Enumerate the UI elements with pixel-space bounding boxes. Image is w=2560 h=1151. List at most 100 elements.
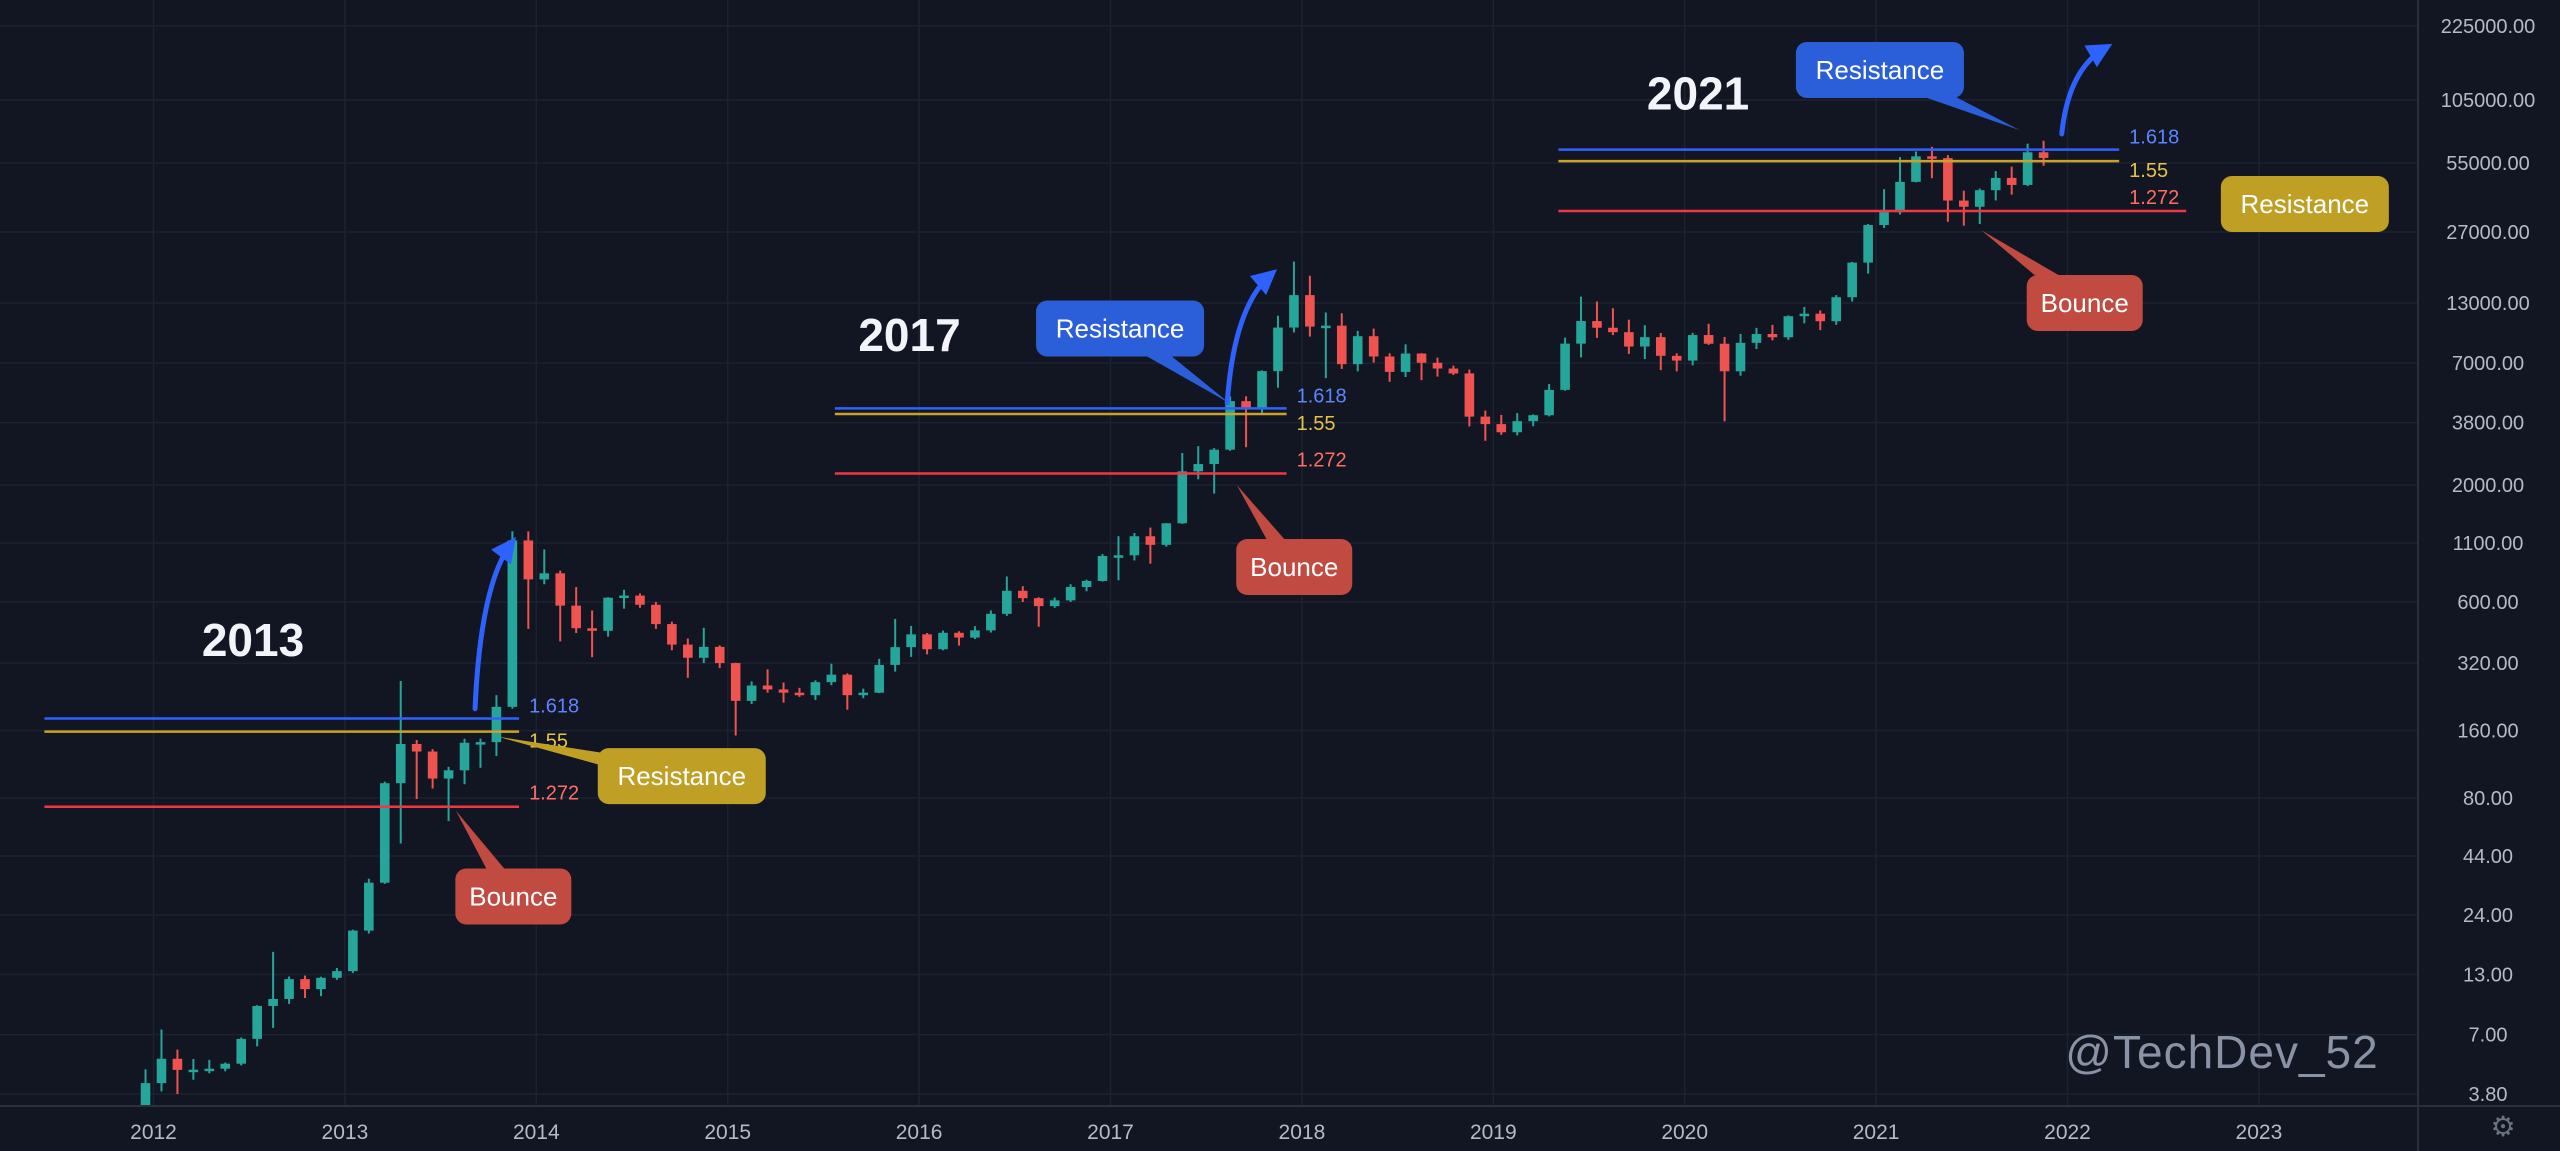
candle-body: [1257, 371, 1267, 410]
price-axis-label: 2000.00: [2452, 475, 2524, 497]
candle-body: [1129, 536, 1140, 556]
candle-body: [1863, 225, 1873, 263]
candle-body: [746, 685, 757, 701]
candle-body: [1974, 190, 1985, 207]
candle-body: [1895, 181, 1905, 213]
year-annotation: 2017: [858, 309, 960, 361]
candle-body: [1671, 355, 1682, 361]
candle-body: [1464, 373, 1475, 417]
callout-label: Resistance: [1056, 314, 1185, 344]
time-axis-label: 2023: [2236, 1121, 2283, 1144]
year-annotations: 2013 2017 2021: [202, 68, 1749, 666]
candle-body: [1448, 368, 1459, 374]
arrows[interactable]: [472, 43, 2113, 712]
candle-body: [906, 634, 916, 648]
callout-box[interactable]: [2026, 275, 2143, 332]
time-axis-label: 2020: [1661, 1121, 1708, 1144]
callout-red-bounce[interactable]: Bounce: [1236, 484, 1353, 595]
candle-body: [1767, 334, 1778, 338]
callout-label: Bounce: [1250, 552, 1338, 582]
candle-body: [1273, 327, 1283, 372]
candle-body: [1544, 389, 1554, 416]
candle-body: [1002, 590, 1012, 614]
callout-red-bounce[interactable]: Bounce: [455, 810, 572, 925]
candle-body: [188, 1069, 199, 1073]
candle-body: [1145, 536, 1156, 545]
candle-body: [443, 770, 454, 779]
candle-body: [1049, 600, 1060, 607]
callout-label: Bounce: [2041, 288, 2129, 318]
callout-box[interactable]: [1236, 538, 1353, 595]
candle-body: [730, 663, 741, 701]
candle-body: [204, 1068, 215, 1072]
candle-body: [635, 595, 645, 605]
up-arrow-icon[interactable]: [1224, 269, 1277, 406]
time-axis-label: 2015: [704, 1121, 751, 1144]
up-arrow-icon[interactable]: [472, 537, 516, 712]
candle-body: [427, 751, 438, 779]
price-axis[interactable]: 225000.00 105000.00 55000.00 27000.00 13000.…: [2441, 16, 2536, 1106]
callout-yellow-resistance[interactable]: Resistance: [498, 736, 766, 805]
candle-body: [683, 644, 693, 658]
candle-body: [1560, 343, 1570, 390]
candle-body: [507, 540, 518, 707]
candle-body: [1480, 416, 1491, 425]
callout-box[interactable]: [455, 868, 572, 925]
candle-body: [1336, 325, 1347, 365]
candle-body: [348, 930, 358, 972]
callout-yellow-resistance[interactable]: Resistance: [2220, 176, 2389, 233]
candle-body: [1512, 421, 1523, 433]
callout-box[interactable]: [1036, 300, 1205, 357]
fib-label-1.55: 1.55: [2129, 160, 2168, 182]
candle-body: [268, 998, 278, 1006]
time-axis-label: 2021: [1853, 1121, 1900, 1144]
callout-box[interactable]: [2220, 176, 2389, 233]
up-arrow-icon[interactable]: [2059, 43, 2113, 137]
callout-box[interactable]: [597, 748, 766, 805]
callout-blue-resistance[interactable]: Resistance: [1036, 300, 1230, 403]
candle-body: [1576, 321, 1586, 344]
watermark: @TechDev_52: [2065, 1026, 2379, 1078]
candle-body: [555, 573, 566, 606]
callout-label: Resistance: [617, 761, 746, 791]
candle-body: [1209, 449, 1219, 465]
time-axis[interactable]: 2012 2013 2014 2015 2016 2017 2018 2019 2020 2021…: [130, 1121, 2282, 1144]
candle-body: [475, 742, 486, 745]
callout-red-bounce[interactable]: Bounce: [1981, 230, 2143, 332]
candle-body: [1879, 212, 1889, 226]
candle-body: [491, 706, 502, 743]
candle-body: [1911, 156, 1921, 182]
candles: [140, 140, 2049, 1106]
settings-gear-icon[interactable]: ⚙: [2490, 1111, 2516, 1142]
candle-body: [842, 674, 853, 696]
candle-body: [1368, 336, 1379, 357]
candle-body: [1352, 336, 1363, 365]
callouts[interactable]: Resistance Resistance Resistance Resistance…: [455, 41, 2389, 925]
price-axis-label: 7.00: [2469, 1025, 2508, 1047]
candle-body: [1703, 335, 1714, 344]
candle-body: [411, 743, 422, 752]
candle-body: [1432, 362, 1443, 369]
callout-label: Resistance: [2241, 189, 2370, 219]
candle-body: [1735, 342, 1746, 372]
price-axis-label: 80.00: [2463, 788, 2513, 810]
candle-body: [252, 1005, 262, 1039]
fib-extension-levels[interactable]: 1.6181.551.2721.6181.551.2721.6181.551.2…: [44, 127, 2187, 808]
candle-body: [1608, 327, 1618, 333]
candle-body: [762, 685, 773, 690]
fib-label-1.272: 1.272: [1297, 450, 1347, 472]
callout-blue-resistance[interactable]: Resistance: [1795, 41, 2020, 131]
callout-label: Bounce: [469, 881, 557, 911]
callout-box[interactable]: [1795, 41, 1964, 98]
candle-body: [2038, 152, 2049, 158]
candle-body: [316, 977, 326, 990]
candle-body: [364, 882, 374, 931]
price-axis-label: 320.00: [2457, 653, 2518, 675]
candle-body: [1943, 158, 1953, 201]
fib-label-1.618: 1.618: [529, 695, 579, 717]
price-axis-label: 1100.00: [2453, 533, 2524, 555]
candle-body: [1321, 325, 1331, 329]
time-axis-label: 2017: [1087, 1121, 1134, 1144]
time-axis-label: 2019: [1470, 1121, 1517, 1144]
